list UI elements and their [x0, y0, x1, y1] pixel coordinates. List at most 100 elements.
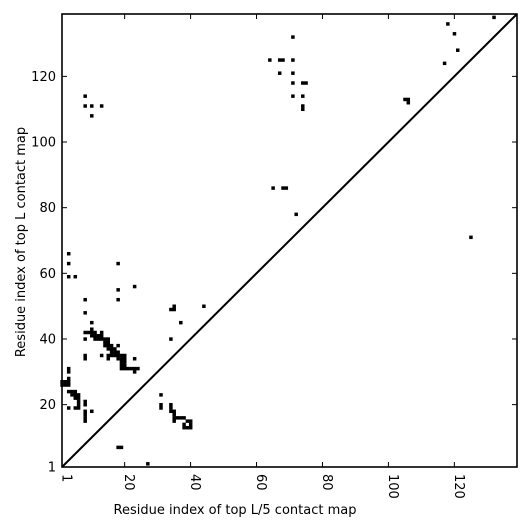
contact-point — [119, 363, 124, 368]
contact-point — [123, 360, 127, 364]
contact-point — [90, 409, 94, 414]
contact-point — [442, 61, 447, 66]
x-tick-label: 100 — [385, 474, 400, 499]
contact-point — [172, 416, 176, 420]
contact-point — [132, 366, 137, 371]
contact-point — [126, 366, 130, 371]
contact-point — [291, 71, 295, 75]
x-axis-label: Residue index of top L/5 contact map — [114, 503, 357, 518]
contact-point — [99, 337, 104, 341]
contact-point — [93, 337, 97, 341]
contact-point — [73, 396, 78, 400]
contact-point — [492, 15, 496, 20]
contact-point — [172, 412, 176, 417]
contact-point — [90, 334, 94, 338]
contact-point — [73, 274, 78, 279]
contact-point — [73, 406, 78, 410]
contact-point — [301, 94, 305, 98]
x-tick-label: 1 — [59, 474, 74, 482]
contact-point — [106, 337, 111, 341]
contact-point — [188, 425, 193, 430]
contact-point — [113, 350, 117, 354]
y-tick-label: 120 — [31, 70, 56, 85]
contact-point — [119, 366, 124, 371]
contact-point — [90, 320, 94, 325]
contact-point — [291, 81, 295, 85]
contact-point — [66, 366, 71, 371]
contact-point — [301, 104, 305, 108]
contact-point — [83, 357, 87, 361]
contact-point — [169, 409, 173, 414]
contact-point — [93, 334, 97, 338]
contact-point — [83, 330, 87, 335]
contact-point — [116, 297, 120, 302]
contact-point — [83, 412, 87, 417]
contact-point — [116, 343, 120, 348]
contact-point — [291, 35, 295, 39]
contact-point — [277, 58, 282, 62]
contact-point — [452, 32, 457, 36]
contact-point — [132, 284, 137, 289]
contact-point — [446, 22, 450, 26]
x-tick-label: 80 — [319, 474, 334, 491]
contact-point — [172, 307, 176, 312]
contact-point — [96, 334, 101, 338]
contact-point — [76, 393, 81, 397]
contact-point — [63, 383, 68, 387]
contact-point — [113, 347, 117, 351]
contact-point — [119, 445, 124, 450]
contact-point — [99, 334, 104, 338]
contact-point — [403, 97, 407, 102]
contact-point — [271, 186, 275, 190]
contact-point — [119, 360, 124, 364]
x-axis-ticks: 1 20 40 60 80 100 120 — [59, 14, 466, 499]
contact-point — [182, 425, 186, 430]
contact-point — [123, 366, 127, 371]
contact-point — [90, 114, 94, 118]
contact-point — [179, 320, 183, 325]
contact-point — [90, 330, 94, 335]
contact-point — [116, 445, 120, 450]
contact-point — [63, 380, 68, 384]
contact-point — [90, 327, 94, 331]
contact-point — [172, 419, 176, 423]
contact-point — [76, 406, 81, 410]
contact-point — [284, 186, 289, 190]
contact-point — [96, 337, 101, 341]
contact-point — [132, 370, 137, 374]
contact-point — [185, 419, 190, 423]
plot-frame — [61, 13, 518, 468]
y-tick-label: 1 — [48, 461, 56, 476]
contact-point — [106, 353, 111, 358]
contact-point — [179, 416, 183, 420]
contact-point — [83, 94, 87, 98]
contact-point — [66, 380, 71, 384]
contact-point — [99, 353, 104, 358]
contact-point — [66, 383, 71, 387]
contact-point — [66, 274, 71, 279]
contact-point — [123, 357, 127, 361]
contact-point — [169, 406, 173, 410]
contact-point — [123, 353, 127, 358]
contact-point — [83, 402, 87, 407]
contact-point — [109, 350, 114, 354]
contact-point — [172, 409, 176, 414]
contact-point — [304, 81, 308, 85]
contact-point — [66, 406, 71, 410]
contact-point — [119, 353, 124, 358]
contact-point — [83, 353, 87, 358]
contact-point — [70, 393, 74, 397]
contact-point — [103, 343, 107, 348]
contact-point — [66, 251, 71, 256]
y-tick-label: 60 — [39, 267, 56, 282]
x-tick-label: 40 — [187, 474, 202, 491]
contact-point — [83, 416, 87, 420]
contact-point — [291, 58, 295, 62]
contact-point — [106, 357, 111, 361]
contact-point — [109, 347, 114, 351]
contact-point — [291, 94, 295, 98]
x-tick-label: 20 — [121, 474, 136, 491]
contact-point — [116, 357, 120, 361]
contact-point — [281, 58, 285, 62]
x-tick-label: 120 — [451, 474, 466, 499]
